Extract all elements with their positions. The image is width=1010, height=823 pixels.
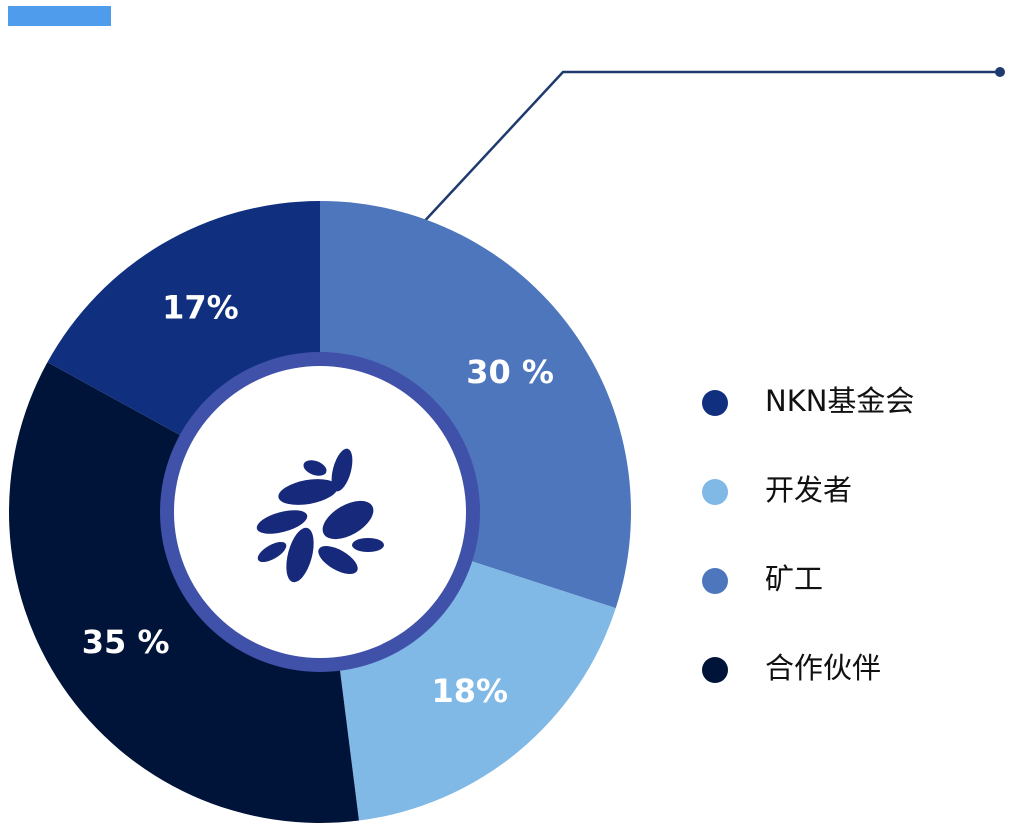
legend-dot — [702, 657, 728, 683]
legend-label: 开发者 — [765, 473, 852, 507]
value-label: 30 % — [466, 353, 554, 391]
value-label: 35 % — [82, 623, 170, 661]
legend-label: 合作伙伴 — [765, 651, 881, 685]
leader-dot — [995, 67, 1005, 77]
logo — [256, 448, 384, 583]
header-bar — [8, 6, 111, 26]
legend-label: NKN基金会 — [765, 384, 914, 418]
leader-line — [419, 70, 1000, 227]
value-label: 17% — [162, 289, 239, 327]
legend-dot — [702, 479, 728, 505]
labels: 30 % 矿工 18% 开发者 35 % 合作伙伴 17% NKN基金会 — [82, 289, 915, 710]
value-label: 18% — [431, 672, 508, 710]
legend-dot — [702, 390, 728, 416]
legend-label: 矿工 — [765, 562, 823, 596]
legend-dot — [702, 568, 728, 594]
center-ring — [160, 352, 480, 672]
